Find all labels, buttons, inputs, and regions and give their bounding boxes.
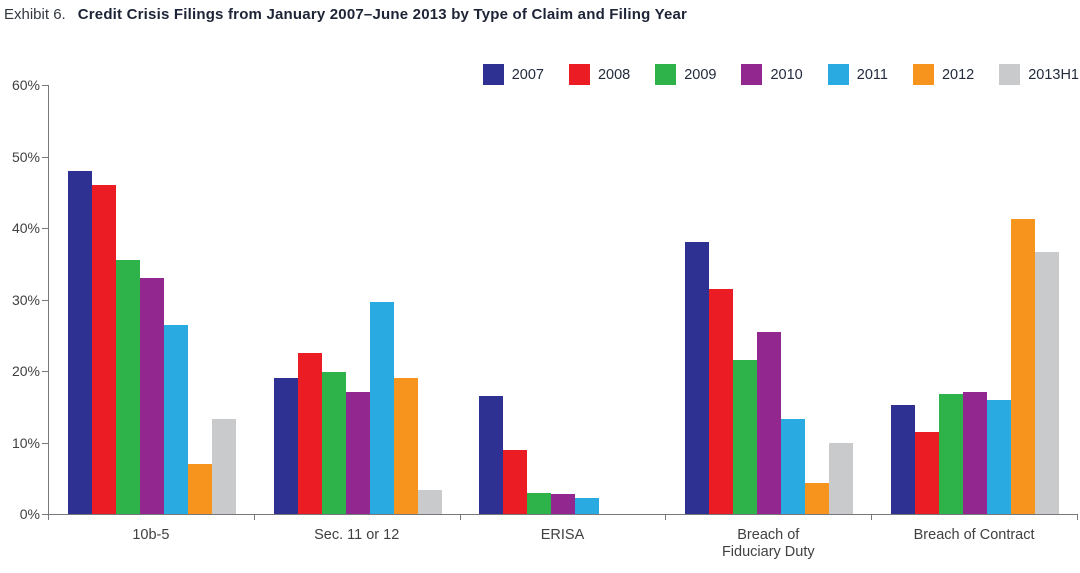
- bar: [829, 442, 854, 514]
- bar: [479, 396, 504, 514]
- bar: [91, 185, 116, 514]
- legend-item: 2008: [568, 64, 631, 85]
- bar: [503, 449, 528, 514]
- page-title: Credit Crisis Filings from January 2007–…: [77, 6, 688, 23]
- bar: [115, 260, 140, 514]
- bar-groups: [49, 85, 1078, 514]
- bar: [987, 399, 1012, 514]
- bar: [211, 418, 236, 514]
- category-label: Breach of Contract: [913, 527, 1035, 543]
- legend-swatch: [568, 64, 590, 85]
- legend-label: 2008: [597, 66, 631, 83]
- x-axis-tick: [459, 515, 461, 520]
- legend-label: 2012: [941, 66, 975, 83]
- bar: [417, 490, 442, 514]
- y-axis-tick: [42, 514, 48, 515]
- legend-item: 2010: [741, 64, 803, 85]
- chart-header: Exhibit 6. Credit Crisis Filings from Jan…: [4, 6, 687, 23]
- bar: [805, 482, 830, 514]
- y-axis-label: 20%: [11, 363, 40, 379]
- legend-swatch: [655, 64, 677, 85]
- bar: [297, 353, 322, 514]
- x-axis-tick: [871, 515, 873, 520]
- bar: [915, 431, 940, 514]
- bar: [685, 242, 710, 514]
- bar: [709, 288, 734, 514]
- legend-label: 2009: [684, 66, 717, 83]
- legend-label: 2011: [856, 66, 888, 83]
- bar: [1035, 251, 1060, 514]
- bar-group: [461, 85, 667, 514]
- x-axis-tick: [48, 515, 49, 520]
- legend-swatch: [827, 64, 849, 85]
- bar: [963, 392, 988, 514]
- legend-item: 2011: [827, 64, 888, 85]
- legend-label: 2013H1: [1028, 66, 1079, 83]
- category-label: ERISA: [540, 527, 585, 543]
- bar: [551, 493, 576, 514]
- legend-swatch: [741, 64, 763, 85]
- legend-swatch: [999, 64, 1021, 85]
- y-axis-label: 10%: [11, 434, 40, 451]
- bar: [187, 463, 212, 514]
- legend-item: 2013H1: [999, 64, 1079, 85]
- chart-legend: 2007 2008 2009 2010 2011 2012 2013H1: [482, 64, 1079, 85]
- bar: [1011, 219, 1036, 514]
- y-axis-tick: [42, 371, 48, 372]
- bar-group: [49, 85, 255, 514]
- bar: [67, 170, 92, 514]
- bar: [891, 405, 916, 514]
- bar: [393, 378, 418, 514]
- bar: [733, 360, 758, 514]
- y-axis-tick: [42, 228, 48, 229]
- y-axis-tick: [42, 156, 48, 158]
- y-axis-tick: [42, 85, 48, 86]
- bar: [575, 498, 600, 514]
- legend-swatch: [912, 64, 934, 85]
- y-axis-label: 30%: [11, 291, 40, 308]
- category-label: Sec. 11 or 12: [314, 527, 400, 543]
- bar-group: [255, 85, 461, 514]
- bar: [757, 331, 782, 514]
- bar: [321, 372, 346, 514]
- y-axis-tick: [42, 442, 48, 444]
- bar: [345, 392, 370, 514]
- bar-group: [666, 85, 872, 514]
- y-axis-label: 0%: [19, 506, 40, 522]
- legend-label: 2007: [511, 66, 544, 83]
- y-axis-label: 50%: [11, 148, 40, 165]
- legend-item: 2012: [912, 64, 975, 85]
- bar: [781, 418, 806, 514]
- y-axis-label: 40%: [11, 220, 40, 236]
- plot-area: [48, 85, 1078, 515]
- y-axis-tick: [42, 299, 48, 301]
- legend-item: 2007: [482, 64, 544, 85]
- legend-item: 2009: [655, 64, 716, 85]
- category-label: Breach of Fiduciary Duty: [721, 527, 815, 560]
- bar: [369, 301, 394, 514]
- bar: [273, 378, 298, 514]
- legend-swatch: [482, 64, 504, 85]
- category-label: 10b-5: [132, 527, 170, 543]
- x-axis-tick: [253, 515, 255, 520]
- bar: [939, 393, 964, 514]
- legend-label: 2010: [770, 66, 803, 83]
- x-axis-tick: [1077, 515, 1078, 520]
- bar: [163, 324, 188, 514]
- bar: [139, 278, 164, 514]
- y-axis-label: 60%: [11, 77, 40, 93]
- bar: [527, 493, 552, 514]
- exhibit-label: Exhibit 6.: [4, 6, 66, 23]
- bar-group: [872, 85, 1078, 514]
- x-axis-tick: [665, 515, 667, 520]
